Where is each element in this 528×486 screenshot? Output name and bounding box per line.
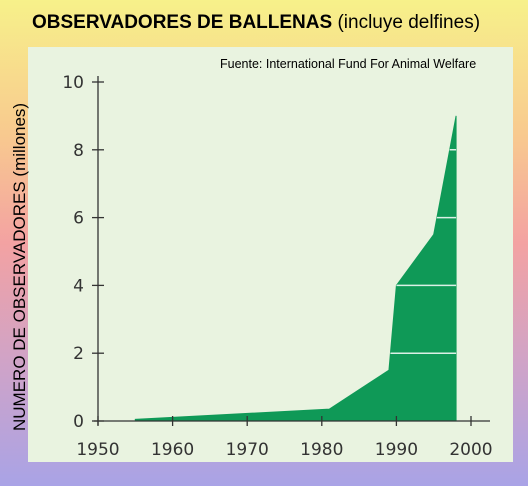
x-tick-label-1: 1960: [151, 440, 194, 460]
x-tick-label-4: 1990: [375, 440, 418, 460]
x-tick-label-0: 1950: [76, 440, 119, 460]
x-tick-label-3: 1980: [300, 440, 343, 460]
y-tick-label-2: 4: [73, 276, 84, 296]
y-tick-label-4: 8: [73, 141, 84, 161]
title-subtitle: (incluye delfines): [337, 12, 481, 33]
title-main: OBSERVADORES DE BALLENAS: [32, 12, 333, 33]
y-tick-label-3: 6: [73, 209, 84, 229]
x-tick-label-2: 1970: [226, 440, 269, 460]
source-note: Fuente: International Fund For Animal We…: [220, 57, 477, 71]
y-tick-label-0: 0: [73, 412, 84, 432]
area-series-0: [134, 115, 457, 422]
chart-title: OBSERVADORES DE BALLENAS (incluye delfin…: [32, 12, 480, 34]
x-tick-label-5: 2000: [449, 440, 492, 460]
y-tick-label-1: 2: [73, 344, 84, 364]
y-tick-label-5: 10: [62, 73, 84, 93]
